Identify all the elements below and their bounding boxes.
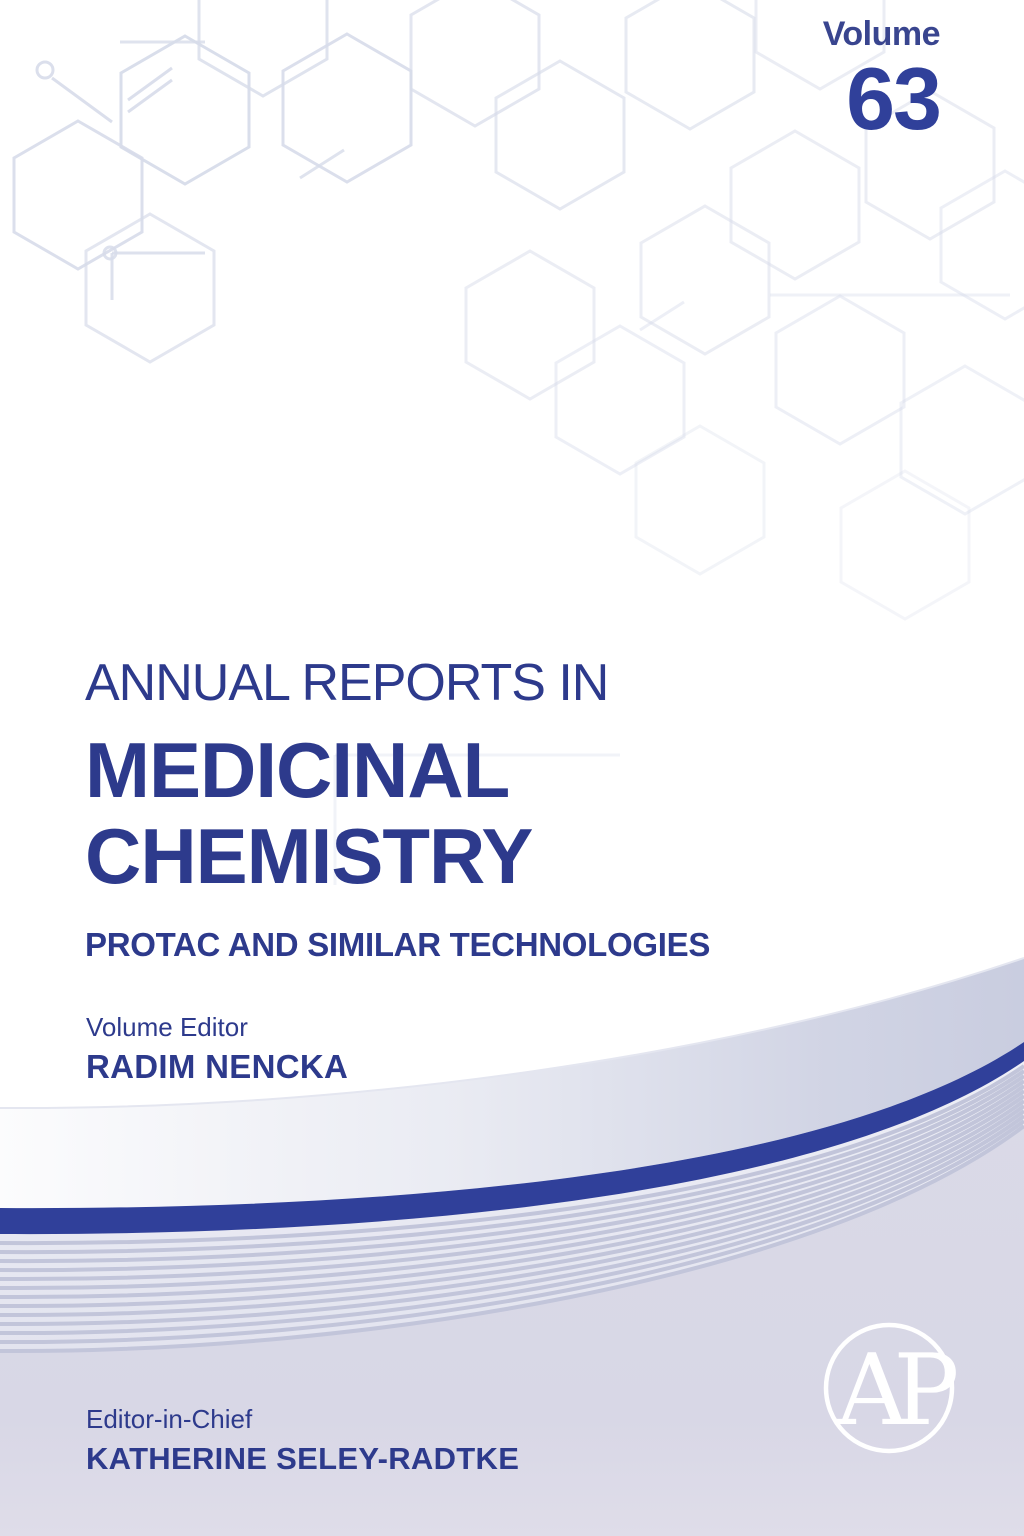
- volume-block: Volume 63: [822, 15, 942, 149]
- volume-editor-label: Volume Editor: [86, 1012, 248, 1042]
- volume-editor-block: Volume Editor RADIM NENCKA: [86, 1012, 348, 1086]
- title-line-1: MEDICINAL: [85, 725, 510, 814]
- subtitle: PROTAC AND SIMILAR TECHNOLOGIES: [85, 925, 711, 963]
- volume-editor-name: RADIM NENCKA: [86, 1048, 349, 1085]
- series-title: ANNUAL REPORTS IN: [85, 654, 609, 712]
- swoosh-upper-band: [0, 958, 1024, 1209]
- editor-in-chief-name: KATHERINE SELEY-RADTKE: [86, 1441, 520, 1476]
- editor-in-chief-block: Editor-in-Chief KATHERINE SELEY-RADTKE: [86, 1404, 519, 1477]
- volume-number: 63: [846, 49, 942, 149]
- molecule-pattern-icon: [12, 0, 1024, 885]
- academic-press-logo-text: AP: [836, 1334, 957, 1448]
- swoosh-ribbon: [0, 1042, 1024, 1235]
- swoosh-graphic: [0, 957, 1024, 1536]
- title-block: ANNUAL REPORTS IN MEDICINAL CHEMISTRY PR…: [85, 656, 925, 964]
- editor-in-chief-label: Editor-in-Chief: [86, 1404, 253, 1434]
- swoosh-pinstripes: [0, 1064, 1024, 1354]
- academic-press-logo-icon: AP: [823, 1322, 970, 1454]
- swoosh-upper-edge: [0, 957, 1024, 1110]
- title-line-2: CHEMISTRY: [85, 812, 533, 901]
- volume-label: Volume: [822, 15, 941, 53]
